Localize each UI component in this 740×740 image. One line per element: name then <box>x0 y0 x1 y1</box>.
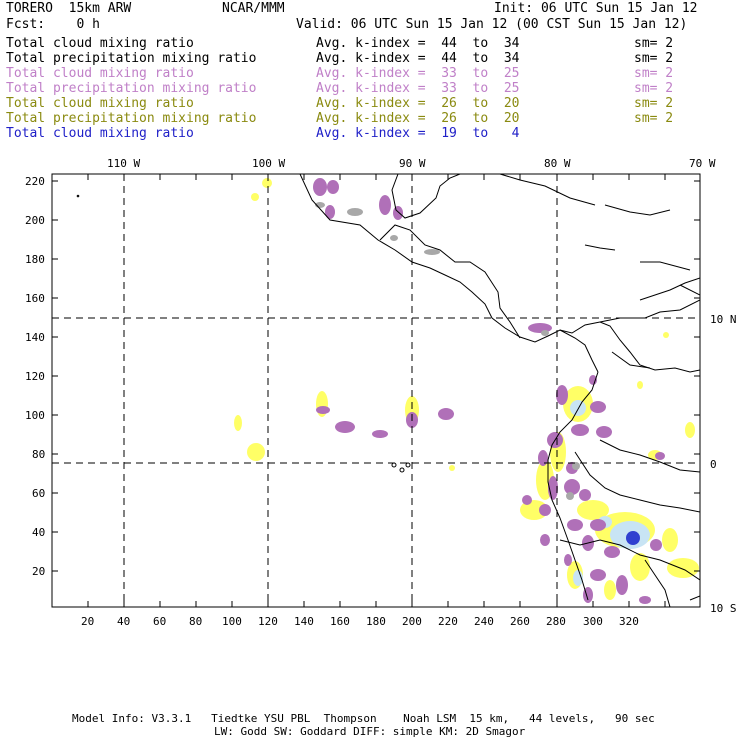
legend-field: Total precipitation mixing ratio <box>6 111 257 126</box>
y-tick-label: 20 <box>32 565 46 578</box>
x-tick-label: 140 <box>294 615 314 628</box>
model-title: TORERO 15km ARW <box>6 1 132 16</box>
legend-sm: sm= 2 <box>634 96 674 111</box>
y-tick-label: 80 <box>32 448 46 461</box>
legend-kindex: Avg. k-index = 44 to 34 <box>316 51 520 66</box>
x-tick-label: 220 <box>438 615 458 628</box>
y-tick-label: 200 <box>25 214 45 227</box>
legend-kindex: Avg. k-index = 19 to 4 <box>316 126 520 141</box>
lat-label: 0 <box>710 458 717 471</box>
x-tick-label: 160 <box>330 615 350 628</box>
lon-label: 80 W <box>544 157 571 170</box>
coastlines <box>76 174 700 607</box>
x-tick-label: 280 <box>546 615 566 628</box>
y-tick-label: 140 <box>25 331 45 344</box>
legend-kindex: Avg. k-index = 33 to 25 <box>316 66 520 81</box>
y-tick-label: 100 <box>25 409 45 422</box>
y-tick-label: 160 <box>25 292 45 305</box>
x-tick-label: 260 <box>510 615 530 628</box>
y-tick-label: 180 <box>25 253 45 266</box>
legend-kindex: Avg. k-index = 26 to 20 <box>316 96 520 111</box>
x-tick-label: 100 <box>222 615 242 628</box>
legend-sm: sm= 2 <box>634 111 674 126</box>
legend-field: Total precipitation mixing ratio <box>6 51 257 66</box>
init-time: Init: 06 UTC Sun 15 Jan 12 <box>494 1 698 16</box>
tick-marks <box>52 174 700 607</box>
x-tick-label: 40 <box>117 615 131 628</box>
legend-field: Total cloud mixing ratio <box>6 66 194 81</box>
legend-sm: sm= 2 <box>634 51 674 66</box>
x-tick-label: 180 <box>366 615 386 628</box>
lat-label: 10 S <box>710 602 737 615</box>
x-tick-label: 80 <box>189 615 203 628</box>
legend-kindex: Avg. k-index = 26 to 20 <box>316 111 520 126</box>
lon-label: 110 W <box>107 157 141 170</box>
x-tick-label: 20 <box>81 615 95 628</box>
legend-sm: sm= 2 <box>634 66 674 81</box>
legend-sm: sm= 2 <box>634 36 674 51</box>
x-tick-label: 200 <box>402 615 422 628</box>
lon-label: 100 W <box>252 157 286 170</box>
legend-kindex: Avg. k-index = 44 to 34 <box>316 36 520 51</box>
x-tick-label: 120 <box>258 615 278 628</box>
forecast-hour: Fcst: 0 h <box>6 17 100 32</box>
y-tick-label: 120 <box>25 370 45 383</box>
x-tick-label: 320 <box>619 615 639 628</box>
valid-time: Valid: 06 UTC Sun 15 Jan 12 (00 CST Sun … <box>296 17 688 32</box>
legend-field: Total precipitation mixing ratio <box>6 81 257 96</box>
lat-lon-grid <box>52 174 700 607</box>
y-tick-label: 60 <box>32 487 46 500</box>
organization: NCAR/MMM <box>222 1 285 16</box>
lon-label: 70 W <box>689 157 716 170</box>
model-info-line2: LW: Godd SW: Goddard DIFF: simple KM: 2D… <box>214 725 526 738</box>
legend-field: Total cloud mixing ratio <box>6 96 194 111</box>
legend-kindex: Avg. k-index = 33 to 25 <box>316 81 520 96</box>
x-tick-label: 60 <box>153 615 167 628</box>
model-info-line1: Model Info: V3.3.1 Tiedtke YSU PBL Thomp… <box>72 712 655 725</box>
legend-field: Total cloud mixing ratio <box>6 36 194 51</box>
lon-label: 90 W <box>399 157 426 170</box>
cloud-fields <box>234 178 699 604</box>
y-tick-label: 40 <box>32 526 46 539</box>
y-tick-label: 220 <box>25 175 45 188</box>
x-tick-label: 240 <box>474 615 494 628</box>
x-tick-label: 300 <box>583 615 603 628</box>
legend-field: Total cloud mixing ratio <box>6 126 194 141</box>
legend-sm: sm= 2 <box>634 81 674 96</box>
lat-label: 10 N <box>710 313 737 326</box>
